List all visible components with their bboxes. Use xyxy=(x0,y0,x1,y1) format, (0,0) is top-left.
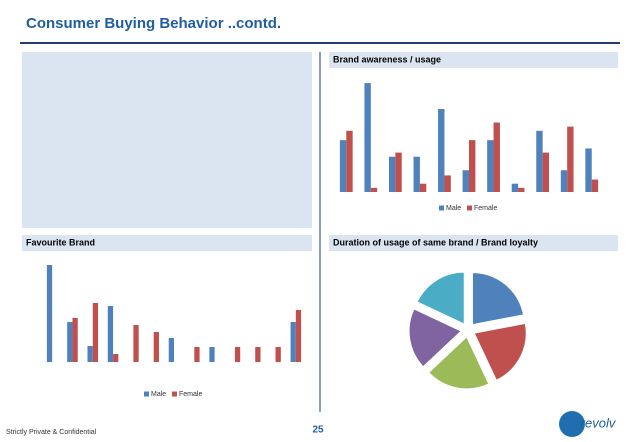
bar xyxy=(536,130,543,192)
title-rule xyxy=(20,42,620,44)
panel-title: Brand awareness / usage xyxy=(333,54,441,64)
bar xyxy=(419,183,427,192)
bar xyxy=(168,338,174,362)
bar xyxy=(275,347,281,362)
bar xyxy=(560,170,568,192)
legend-label: Female xyxy=(474,205,497,212)
bar xyxy=(255,347,261,362)
bar xyxy=(290,322,296,362)
legend-swatch xyxy=(467,205,472,211)
bar xyxy=(194,347,200,362)
logo: revolv xyxy=(581,415,617,430)
pie-slice xyxy=(471,272,525,326)
bar xyxy=(567,126,574,192)
bar xyxy=(395,152,402,192)
logo-mark xyxy=(559,411,585,437)
legend-label: Male xyxy=(446,205,461,212)
bar xyxy=(295,310,302,362)
bar xyxy=(438,109,445,192)
legend-swatch xyxy=(144,391,149,397)
bar xyxy=(87,346,93,362)
bar xyxy=(92,303,99,362)
panel-header xyxy=(329,52,618,68)
bar xyxy=(370,187,378,192)
bar xyxy=(493,122,500,192)
bar xyxy=(72,318,78,362)
bar xyxy=(462,170,469,192)
bar xyxy=(542,152,550,192)
page-number: 25 xyxy=(312,425,324,436)
bar xyxy=(388,156,396,192)
bar xyxy=(46,265,53,362)
bar xyxy=(364,83,371,192)
footer: Strictly Private & Confidential xyxy=(6,429,97,436)
bar xyxy=(487,140,494,192)
bar xyxy=(209,347,215,362)
bar xyxy=(413,156,420,192)
bar xyxy=(339,140,347,192)
legend-label: Female xyxy=(179,391,202,398)
bar xyxy=(444,175,451,192)
bar xyxy=(346,130,353,192)
bar xyxy=(469,140,476,192)
bar xyxy=(153,332,159,362)
bar xyxy=(585,148,592,192)
slide-title: Consumer Buying Behavior ..contd. xyxy=(26,15,281,32)
bar xyxy=(133,325,139,362)
pie-slice xyxy=(416,271,465,325)
legend-label: Male xyxy=(151,391,166,398)
bar xyxy=(67,322,73,362)
panel-header xyxy=(329,235,618,251)
pie-slice xyxy=(408,308,462,368)
pie-slice xyxy=(473,322,527,381)
bar xyxy=(234,347,241,362)
panel-header xyxy=(22,235,312,251)
panel-title: Favourite Brand xyxy=(26,237,95,247)
panel-title: Duration of usage of same brand / Brand … xyxy=(333,237,538,247)
bar xyxy=(591,179,599,192)
legend-swatch xyxy=(439,205,444,211)
image-placeholder xyxy=(22,52,312,228)
bar xyxy=(107,306,114,362)
bar xyxy=(518,187,525,192)
legend-swatch xyxy=(172,391,177,397)
bar xyxy=(113,354,119,362)
pie-slice xyxy=(428,336,490,390)
bar xyxy=(511,183,519,192)
